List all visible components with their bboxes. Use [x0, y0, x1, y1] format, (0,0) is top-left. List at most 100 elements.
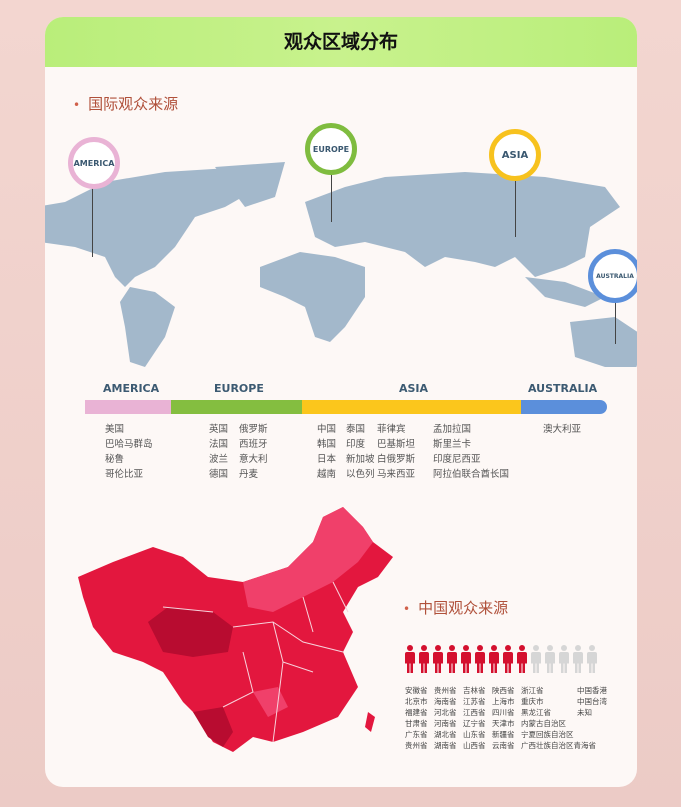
person-icon — [489, 645, 499, 673]
province-name: 贵州省 — [434, 686, 457, 695]
country-name: 韩国 — [317, 439, 337, 450]
person-icon — [447, 645, 457, 673]
country-name: 澳大利亚 — [543, 424, 582, 435]
province-name: 上海市 — [492, 697, 515, 706]
international-heading: 国际观众来源 — [73, 93, 178, 114]
province-name: 北京市 — [405, 697, 428, 706]
province-name: 陕西省 — [492, 686, 515, 695]
country-name: 以色列 — [346, 469, 375, 480]
province-column: 吉林省 江苏省 江西省 辽宁省 山东省 山西省 — [463, 685, 486, 751]
country-name: 美国 — [105, 424, 125, 435]
country-name: 秘鲁 — [105, 454, 125, 465]
country-name: 巴基斯坦 — [377, 439, 416, 450]
province-column: 陕西省上海市四川省天津市新疆省云南省 — [492, 685, 515, 751]
province-name: 甘肃省 — [405, 719, 428, 728]
country-name: 法国 — [209, 439, 229, 450]
country-name: 日本 — [317, 454, 337, 465]
province-name: 广西壮族自治区青海省 — [521, 741, 596, 750]
person-icon — [419, 645, 429, 673]
province-name: 辽宁省 — [463, 719, 486, 728]
province-name: 未知 — [577, 708, 592, 717]
world-map — [45, 162, 637, 367]
person-icon — [573, 645, 583, 673]
province-name: 天津市 — [492, 719, 515, 728]
country-name: 印度 — [346, 439, 366, 450]
province-name: 河北省 — [434, 708, 457, 717]
person-icon — [503, 645, 513, 673]
province-name: 江西省 — [463, 708, 486, 717]
country-name: 哥伦比亚 — [105, 469, 144, 480]
country-column: 澳大利亚 — [543, 422, 581, 437]
province-name: 四川省 — [492, 708, 515, 717]
china-map — [78, 507, 393, 752]
province-name: 云南省 — [492, 741, 515, 750]
country-name: 德国 — [209, 469, 229, 480]
country-column: 中国 韩国 日本 越南 — [317, 422, 336, 482]
country-column: 孟加拉国 斯里兰卡 印度尼西亚 阿拉伯联合酋长国 — [433, 422, 509, 482]
person-icon — [433, 645, 443, 673]
country-column: 英国 法国 波兰 德国 — [209, 422, 228, 482]
province-name: 湖北省 — [434, 730, 457, 739]
province-name: 广东省 — [405, 730, 428, 739]
country-name: 菲律宾 — [377, 424, 406, 435]
province-name: 吉林省 — [463, 686, 486, 695]
province-column: 贵州省海南省河北省河南省湖北省湖南省 — [434, 685, 457, 751]
province-name: 山东省 — [463, 730, 486, 739]
province-name: 宁夏回族自治区 — [521, 730, 574, 739]
province-column: 中国香港中国台湾未知 — [577, 685, 607, 718]
province-name: 黑龙江省 — [521, 708, 551, 717]
province-name: 中国台湾 — [577, 697, 607, 706]
province-name: 福建省 — [405, 708, 428, 717]
bar-segment-europe — [171, 400, 302, 414]
china-heading: 中国观众来源 — [403, 597, 508, 618]
province-name: 湖南省 — [434, 741, 457, 750]
province-column: 安徽省 北京市 福建省 甘肃省 广东省 贵州省 — [405, 685, 428, 751]
australia-pin: AUSTRALIA — [588, 249, 637, 303]
country-name: 白俄罗斯 — [377, 454, 416, 465]
country-name: 阿拉伯联合酋长国 — [433, 469, 510, 480]
region-distribution-card: 观众区域分布 国际观众来源 AMERICA EUROPE ASIA AUSTRA… — [45, 17, 637, 787]
country-name: 丹麦 — [239, 469, 259, 480]
person-icon — [461, 645, 471, 673]
person-icon — [587, 645, 597, 673]
person-icon — [475, 645, 485, 673]
person-icon — [517, 645, 527, 673]
bar-segment-asia — [301, 400, 521, 414]
country-name: 印度尼西亚 — [433, 454, 481, 465]
country-name: 斯里兰卡 — [433, 439, 472, 450]
person-icon — [559, 645, 569, 673]
bar-segment-australia — [520, 400, 607, 414]
region-share-bar — [85, 400, 607, 414]
province-name: 内蒙古自治区 — [521, 719, 566, 728]
province-name: 中国香港 — [577, 686, 607, 695]
province-name: 新疆省 — [492, 730, 515, 739]
province-name: 安徽省 — [405, 686, 428, 695]
province-name: 山西省 — [463, 741, 486, 750]
person-icon — [545, 645, 555, 673]
region-label-europe: EUROPE — [214, 382, 264, 395]
country-name: 波兰 — [209, 454, 229, 465]
country-name: 中国 — [317, 424, 337, 435]
country-name: 西班牙 — [239, 439, 268, 450]
person-icon — [405, 645, 415, 673]
province-name: 海南省 — [434, 697, 457, 706]
region-label-america: AMERICA — [103, 382, 160, 395]
country-name: 巴哈马群岛 — [105, 439, 153, 450]
country-name: 意大利 — [239, 454, 268, 465]
bar-segment-america — [85, 400, 172, 414]
province-name: 河南省 — [434, 719, 457, 728]
person-icon — [531, 645, 541, 673]
region-label-asia: ASIA — [399, 382, 429, 395]
page-title: 观众区域分布 — [45, 17, 637, 67]
country-column: 俄罗斯 西班牙 意大利 丹麦 — [239, 422, 268, 482]
country-column: 菲律宾 巴基斯坦 白俄罗斯 马来西亚 — [377, 422, 415, 482]
country-column: 美国巴哈马群岛秘鲁哥伦比亚 — [105, 422, 153, 482]
country-name: 英国 — [209, 424, 229, 435]
europe-pin: EUROPE — [305, 123, 357, 175]
province-name: 重庆市 — [521, 697, 544, 706]
province-name: 浙江省 — [521, 686, 544, 695]
country-name: 新加坡 — [346, 454, 375, 465]
audience-ratio-icons — [405, 645, 597, 673]
country-name: 泰国 — [346, 424, 366, 435]
country-name: 越南 — [317, 469, 337, 480]
